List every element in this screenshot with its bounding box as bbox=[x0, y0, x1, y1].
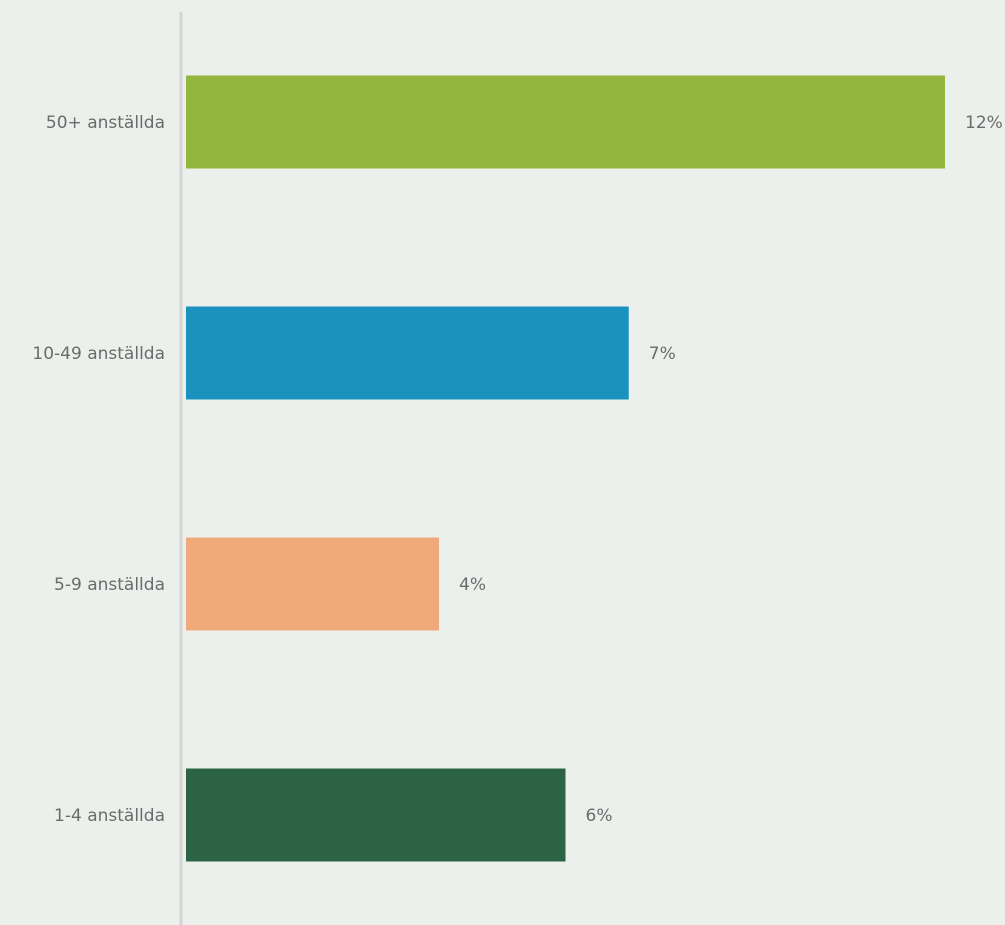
bar-2 bbox=[186, 538, 439, 631]
value-label-0: 12% bbox=[965, 113, 1003, 133]
bar-1 bbox=[186, 307, 629, 400]
bars-group bbox=[186, 76, 945, 862]
value-label-1: 7% bbox=[649, 344, 676, 364]
value-label-2: 4% bbox=[459, 575, 486, 595]
value-label-3: 6% bbox=[586, 806, 613, 826]
bar-3 bbox=[186, 769, 566, 862]
labels-group: 50+ anställda 12% 10-49 anställda 7% 5-9 ans… bbox=[32, 113, 1002, 826]
category-label-1: 10-49 anställda bbox=[32, 344, 165, 364]
category-label-2: 5-9 anställda bbox=[54, 575, 165, 595]
category-label-3: 1-4 anställda bbox=[54, 806, 165, 826]
category-label-0: 50+ anställda bbox=[46, 113, 165, 133]
bar-0 bbox=[186, 76, 945, 169]
